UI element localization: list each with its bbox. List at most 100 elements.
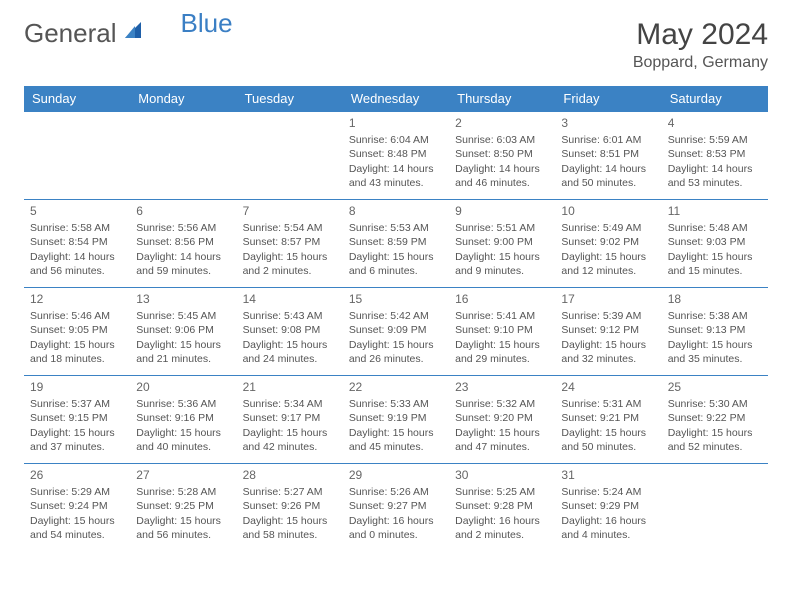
logo-text-general: General [24,18,117,49]
daylight-line: Daylight: 14 hours and 59 minutes. [136,250,230,278]
day-cell [130,112,236,200]
day-number: 28 [243,467,337,483]
daylight-line: Daylight: 15 hours and 56 minutes. [136,514,230,542]
day-number: 5 [30,203,124,219]
day-cell: 10Sunrise: 5:49 AMSunset: 9:02 PMDayligh… [555,200,661,288]
sunrise-line: Sunrise: 5:58 AM [30,221,124,235]
sunset-line: Sunset: 9:03 PM [668,235,762,249]
day-number: 29 [349,467,443,483]
sunset-line: Sunset: 9:02 PM [561,235,655,249]
week-row: 19Sunrise: 5:37 AMSunset: 9:15 PMDayligh… [24,376,768,464]
day-cell: 25Sunrise: 5:30 AMSunset: 9:22 PMDayligh… [662,376,768,464]
day-header: Monday [130,86,236,112]
day-number: 23 [455,379,549,395]
day-number: 14 [243,291,337,307]
day-cell: 27Sunrise: 5:28 AMSunset: 9:25 PMDayligh… [130,464,236,552]
daylight-line: Daylight: 15 hours and 50 minutes. [561,426,655,454]
day-number: 21 [243,379,337,395]
sunset-line: Sunset: 9:26 PM [243,499,337,513]
location: Boppard, Germany [633,54,768,72]
daylight-line: Daylight: 15 hours and 26 minutes. [349,338,443,366]
day-header: Saturday [662,86,768,112]
day-cell: 22Sunrise: 5:33 AMSunset: 9:19 PMDayligh… [343,376,449,464]
week-row: 5Sunrise: 5:58 AMSunset: 8:54 PMDaylight… [24,200,768,288]
day-cell: 17Sunrise: 5:39 AMSunset: 9:12 PMDayligh… [555,288,661,376]
sunset-line: Sunset: 8:56 PM [136,235,230,249]
daylight-line: Daylight: 15 hours and 40 minutes. [136,426,230,454]
day-cell: 1Sunrise: 6:04 AMSunset: 8:48 PMDaylight… [343,112,449,200]
sunset-line: Sunset: 9:13 PM [668,323,762,337]
sunrise-line: Sunrise: 5:54 AM [243,221,337,235]
day-header-row: SundayMondayTuesdayWednesdayThursdayFrid… [24,86,768,112]
daylight-line: Daylight: 15 hours and 2 minutes. [243,250,337,278]
daylight-line: Daylight: 15 hours and 42 minutes. [243,426,337,454]
sunrise-line: Sunrise: 5:45 AM [136,309,230,323]
day-header: Sunday [24,86,130,112]
daylight-line: Daylight: 15 hours and 6 minutes. [349,250,443,278]
week-row: 12Sunrise: 5:46 AMSunset: 9:05 PMDayligh… [24,288,768,376]
sunrise-line: Sunrise: 6:04 AM [349,133,443,147]
sunrise-line: Sunrise: 5:27 AM [243,485,337,499]
day-cell: 20Sunrise: 5:36 AMSunset: 9:16 PMDayligh… [130,376,236,464]
sunset-line: Sunset: 9:15 PM [30,411,124,425]
day-number: 25 [668,379,762,395]
day-cell: 15Sunrise: 5:42 AMSunset: 9:09 PMDayligh… [343,288,449,376]
daylight-line: Daylight: 15 hours and 15 minutes. [668,250,762,278]
day-cell: 26Sunrise: 5:29 AMSunset: 9:24 PMDayligh… [24,464,130,552]
day-cell: 8 Sunrise: 5:53 AMSunset: 8:59 PMDaylight… [343,200,449,288]
day-number: 8 [349,203,443,219]
sunrise-line: Sunrise: 5:59 AM [668,133,762,147]
logo-sail-icon [123,20,145,47]
day-cell: 14Sunrise: 5:43 AMSunset: 9:08 PMDayligh… [237,288,343,376]
sunset-line: Sunset: 9:21 PM [561,411,655,425]
header: General Blue May 2024 Boppard, Germany [24,18,768,72]
daylight-line: Daylight: 14 hours and 56 minutes. [30,250,124,278]
day-cell: 18Sunrise: 5:38 AMSunset: 9:13 PMDayligh… [662,288,768,376]
day-cell: 31Sunrise: 5:24 AMSunset: 9:29 PMDayligh… [555,464,661,552]
sunset-line: Sunset: 9:20 PM [455,411,549,425]
logo-text-blue: Blue [181,8,233,39]
day-cell: 2Sunrise: 6:03 AMSunset: 8:50 PMDaylight… [449,112,555,200]
daylight-line: Daylight: 15 hours and 58 minutes. [243,514,337,542]
day-number: 9 [455,203,549,219]
sunrise-line: Sunrise: 5:30 AM [668,397,762,411]
sunset-line: Sunset: 9:17 PM [243,411,337,425]
sunset-line: Sunset: 9:24 PM [30,499,124,513]
daylight-line: Daylight: 16 hours and 0 minutes. [349,514,443,542]
sunrise-line: Sunrise: 5:32 AM [455,397,549,411]
day-number: 11 [668,203,762,219]
sunset-line: Sunset: 9:10 PM [455,323,549,337]
sunrise-line: Sunrise: 5:33 AM [349,397,443,411]
sunset-line: Sunset: 8:59 PM [349,235,443,249]
day-number: 17 [561,291,655,307]
sunset-line: Sunset: 8:54 PM [30,235,124,249]
logo: General Blue [24,18,233,49]
sunrise-line: Sunrise: 5:37 AM [30,397,124,411]
sunset-line: Sunset: 8:57 PM [243,235,337,249]
sunset-line: Sunset: 9:27 PM [349,499,443,513]
sunrise-line: Sunrise: 5:38 AM [668,309,762,323]
sunrise-line: Sunrise: 5:53 AM [349,221,443,235]
day-number: 15 [349,291,443,307]
sunset-line: Sunset: 9:09 PM [349,323,443,337]
daylight-line: Daylight: 14 hours and 53 minutes. [668,162,762,190]
sunrise-line: Sunrise: 5:51 AM [455,221,549,235]
day-number: 6 [136,203,230,219]
week-row: 1Sunrise: 6:04 AMSunset: 8:48 PMDaylight… [24,112,768,200]
calendar: SundayMondayTuesdayWednesdayThursdayFrid… [24,86,768,552]
daylight-line: Daylight: 15 hours and 37 minutes. [30,426,124,454]
sunrise-line: Sunrise: 6:01 AM [561,133,655,147]
month-title: May 2024 [633,18,768,52]
daylight-line: Daylight: 15 hours and 35 minutes. [668,338,762,366]
day-cell: 7Sunrise: 5:54 AMSunset: 8:57 PMDaylight… [237,200,343,288]
sunrise-line: Sunrise: 5:29 AM [30,485,124,499]
sunrise-line: Sunrise: 5:28 AM [136,485,230,499]
day-number: 2 [455,115,549,131]
sunset-line: Sunset: 8:50 PM [455,147,549,161]
day-number: 26 [30,467,124,483]
day-number: 22 [349,379,443,395]
sunset-line: Sunset: 9:29 PM [561,499,655,513]
sunset-line: Sunset: 8:48 PM [349,147,443,161]
daylight-line: Daylight: 15 hours and 45 minutes. [349,426,443,454]
sunset-line: Sunset: 9:00 PM [455,235,549,249]
